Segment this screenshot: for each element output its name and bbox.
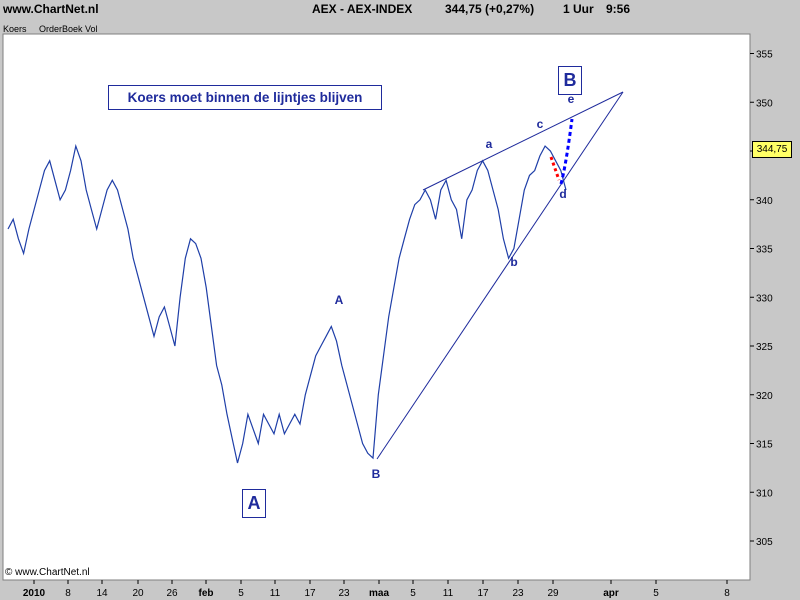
x-tick-label: 11 [270, 588, 281, 599]
trendlines [376, 91, 624, 460]
interval: 1 Uur [563, 2, 594, 16]
wave-label: d [559, 187, 566, 201]
y-tick-label: 325 [756, 342, 773, 353]
x-tick-label: 8 [724, 588, 730, 599]
y-tick-label: 335 [756, 245, 773, 256]
instrument-name: AEX - AEX-INDEX [312, 2, 413, 16]
time: 9:56 [606, 2, 631, 16]
header-bar: www.ChartNet.nl AEX - AEX-INDEX 344,75 (… [0, 0, 800, 18]
x-tick-label: 8 [65, 588, 71, 599]
wave-box-b: B [558, 66, 582, 95]
y-tick-label: 320 [756, 391, 773, 402]
x-tick-label: maa [369, 588, 389, 599]
y-tick-label: 340 [756, 196, 773, 207]
projection-red [549, 156, 561, 181]
y-tick-label: 330 [756, 293, 773, 304]
x-tick-label: 26 [166, 588, 178, 599]
y-tick-label: 315 [756, 440, 773, 451]
annotation-note: Koers moet binnen de lijntjes blijven [108, 85, 382, 110]
trendline [422, 91, 624, 191]
wave-label: a [486, 137, 493, 151]
x-axis: 2010 8 14 20 26 feb 5 11 17 23 maa 5 11 17 23 29 apr 5 8 [23, 580, 730, 599]
projection-dots [549, 118, 574, 185]
y-tick-label: 355 [756, 50, 773, 61]
x-tick-label: 23 [338, 588, 350, 599]
wave-label: A [335, 293, 344, 307]
wave-label: c [537, 117, 544, 131]
x-tick-label: 5 [238, 588, 244, 599]
wave-label: e [568, 92, 575, 106]
trendline [376, 91, 624, 460]
wave-labels: A Ba b c d e [335, 92, 575, 481]
tab-bar: Koers OrderBoek Vol [3, 19, 106, 34]
x-tick-label: 20 [132, 588, 144, 599]
copyright: © www.ChartNet.nl [5, 567, 90, 578]
current-price-tag: 344,75 [752, 141, 792, 158]
y-tick-label: 350 [756, 98, 773, 109]
x-tick-label: 23 [512, 588, 524, 599]
x-tick-label: 17 [477, 588, 489, 599]
x-tick-label: apr [603, 588, 619, 599]
price-line [7, 143, 567, 464]
tab-koers[interactable]: Koers [3, 24, 27, 34]
y-tick-label: 310 [756, 488, 773, 499]
x-tick-label: 11 [443, 588, 454, 599]
plot-area [2, 33, 751, 581]
projection-blue [559, 118, 574, 185]
x-tick-label: 29 [547, 588, 559, 599]
wave-label: B [372, 467, 381, 481]
site-name[interactable]: www.ChartNet.nl [3, 2, 99, 16]
y-axis: 305310315320325330335340345350355 [750, 50, 773, 548]
wave-box-a: A [242, 489, 266, 518]
price-series [7, 143, 567, 464]
x-tick-label: feb [199, 588, 214, 599]
tab-orderboek[interactable]: OrderBoek Vol [38, 24, 98, 34]
x-tick-label: 5 [653, 588, 659, 599]
y-tick-label: 305 [756, 537, 773, 548]
x-tick-label: 14 [96, 588, 108, 599]
x-tick-label: 2010 [23, 588, 46, 599]
price-change: 344,75 (+0,27%) [445, 2, 535, 16]
wave-label: b [510, 255, 517, 269]
x-tick-label: 17 [304, 588, 316, 599]
x-tick-label: 5 [410, 588, 416, 599]
